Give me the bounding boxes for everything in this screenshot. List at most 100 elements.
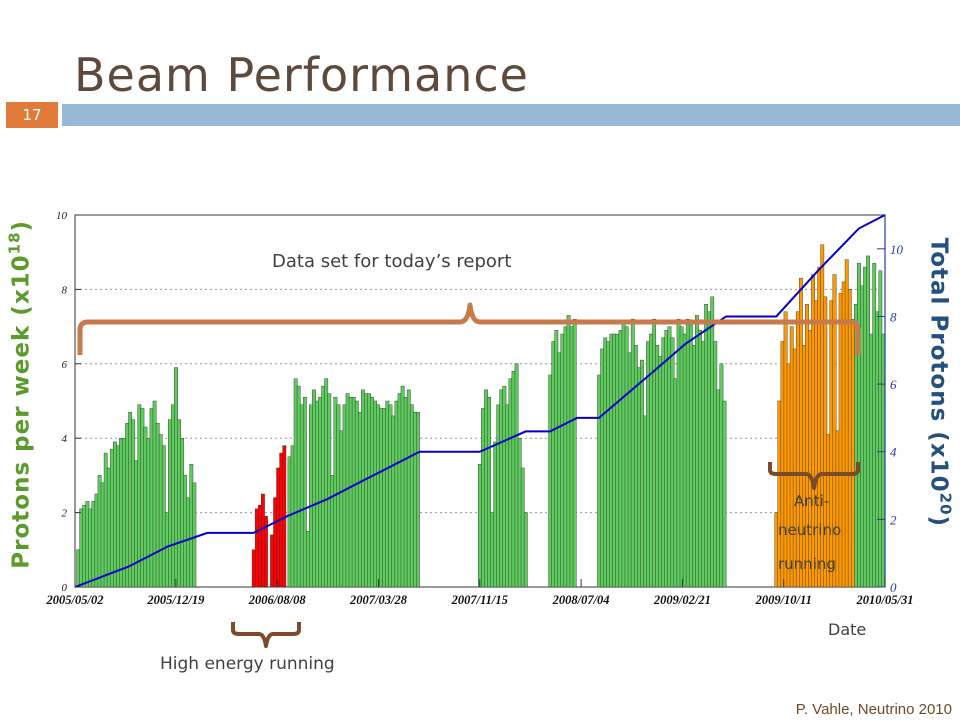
bar	[158, 434, 163, 588]
y2-tick-label: 8	[890, 309, 897, 324]
cumulative-line	[74, 214, 886, 588]
bar	[633, 345, 638, 588]
y-axis-right: 0 2 4 6 8 10	[877, 215, 904, 595]
bar	[330, 475, 335, 588]
bar	[143, 426, 148, 588]
bar	[321, 385, 326, 588]
bar	[704, 304, 708, 588]
bar	[164, 512, 169, 588]
bar	[572, 318, 577, 588]
x-axis: 2005/05/02 2005/12/19 2006/08/08 2007/03/28…	[46, 579, 914, 607]
bar	[847, 289, 852, 588]
bar	[661, 337, 666, 588]
bar	[664, 330, 669, 588]
bar	[484, 389, 488, 588]
bar	[373, 400, 378, 588]
bar	[655, 345, 660, 588]
bar	[109, 449, 114, 588]
bar	[548, 374, 553, 588]
bar	[119, 438, 123, 588]
high-energy-brace	[231, 622, 301, 648]
x-tick-label: 2006/08/08	[248, 593, 307, 607]
bar	[296, 385, 301, 588]
bar	[302, 397, 307, 588]
y2-tick-label: 2	[890, 512, 897, 527]
bar	[367, 393, 371, 588]
bar	[186, 497, 191, 588]
cumulative-line-group	[74, 214, 886, 588]
bar	[557, 352, 562, 588]
x-tick-label: 2005/12/19	[146, 593, 205, 607]
bar	[838, 292, 843, 588]
bar	[863, 266, 867, 588]
bar	[878, 270, 883, 588]
high-energy-annotation: High energy running	[160, 654, 335, 674]
bar	[783, 311, 788, 588]
bar	[722, 400, 727, 588]
bars-group	[76, 244, 886, 588]
bar	[276, 467, 281, 588]
bar	[695, 315, 699, 588]
bar	[481, 408, 485, 588]
bar	[354, 400, 359, 588]
bar	[502, 385, 507, 588]
bar	[125, 423, 129, 588]
antineutrino-annotation-line2: neutrino	[778, 521, 842, 539]
bar	[257, 504, 262, 588]
bar	[606, 341, 611, 588]
bar	[348, 397, 353, 588]
bar	[872, 263, 877, 588]
bar	[835, 430, 840, 588]
bar	[183, 475, 188, 588]
bar	[808, 330, 812, 588]
bar	[609, 333, 614, 588]
bar	[600, 348, 605, 588]
bar	[103, 452, 108, 588]
bar	[814, 300, 819, 588]
bar	[667, 326, 672, 588]
bar	[146, 438, 151, 588]
bar	[251, 549, 256, 588]
bar	[100, 482, 105, 588]
bar	[161, 445, 166, 588]
x-axis-label: Date	[828, 620, 867, 639]
bar	[496, 404, 501, 588]
bar	[174, 367, 178, 588]
bar	[499, 389, 504, 588]
bar	[701, 341, 705, 588]
bar	[566, 315, 571, 588]
bar	[76, 549, 81, 588]
bar	[829, 300, 834, 588]
y2-tick-label: 4	[890, 445, 897, 460]
y-tick-label: 4	[62, 433, 68, 445]
bar	[612, 333, 617, 588]
bar	[336, 404, 341, 588]
x-tick-label: 2010/05/31	[856, 593, 914, 607]
bar	[180, 438, 185, 588]
bar	[189, 464, 194, 588]
bar	[394, 400, 399, 588]
bar	[299, 404, 304, 588]
bar	[306, 531, 310, 588]
bar	[339, 430, 344, 588]
bar	[116, 445, 120, 588]
bar	[508, 378, 513, 588]
bar	[630, 318, 635, 588]
bar	[91, 501, 96, 588]
bar	[676, 318, 681, 588]
data-set-brace	[77, 302, 861, 355]
bar	[327, 393, 332, 588]
bar	[844, 259, 849, 588]
bar	[517, 438, 522, 588]
bar	[817, 266, 822, 588]
bar	[869, 333, 874, 588]
bar	[97, 475, 102, 588]
bar	[192, 482, 197, 588]
bar	[376, 404, 381, 588]
bar	[361, 389, 365, 588]
bar	[640, 359, 644, 588]
x-tick-label: 2007/03/28	[349, 593, 408, 607]
y-tick-label: 10	[56, 210, 68, 222]
bar	[273, 497, 278, 588]
